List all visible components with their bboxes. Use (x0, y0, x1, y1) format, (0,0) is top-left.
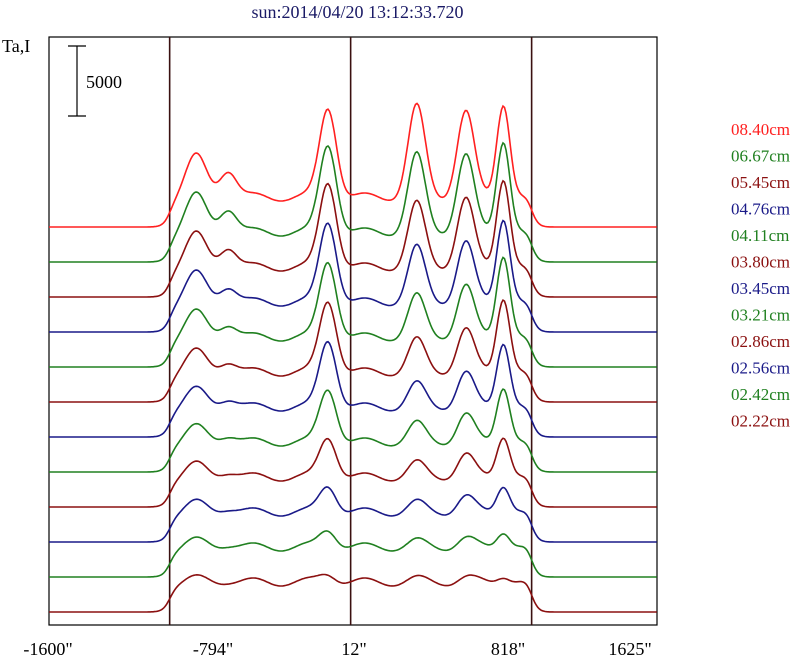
series-line-04.76cm (49, 219, 657, 333)
plot-frame (48, 36, 658, 626)
vertical-markers (168, 37, 533, 625)
legend-item: 02.56cm (731, 359, 790, 378)
legend-item: 05.45cm (731, 173, 790, 192)
chart-title-text: sun:2014/04/20 13:12:33.720 (251, 2, 464, 22)
scale-bar-label: 5000 (86, 72, 122, 92)
series-line-05.45cm (49, 179, 657, 298)
legend-item: 02.42cm (731, 385, 790, 404)
legend-item: 04.11cm (731, 226, 789, 245)
x-tick-label: 12" (341, 639, 366, 659)
legend-item: 03.80cm (731, 253, 790, 272)
series-line-02.86cm (49, 437, 657, 508)
series-line-04.11cm (49, 256, 657, 368)
x-tick-label: -1600" (23, 639, 72, 659)
legend-item: 02.86cm (731, 332, 790, 351)
legend-item: 03.21cm (731, 306, 790, 325)
x-tick-label: 818" (491, 639, 525, 659)
legend-item: 04.76cm (731, 200, 790, 219)
series-line-02.42cm (49, 530, 657, 578)
legend-item: 03.45cm (731, 279, 790, 298)
series-line-03.80cm (49, 298, 657, 403)
legend: 08.40cm 06.67cm 05.45cm 04.76cm 04.11cm 03.80… (731, 120, 790, 431)
series-line-02.56cm (49, 486, 657, 543)
series-line-03.45cm (49, 340, 657, 438)
series-line-06.67cm (49, 141, 657, 263)
legend-item: 06.67cm (731, 147, 790, 166)
chart-title: sun:2014/04/20 13:12:33.720 (0, 2, 807, 23)
x-tick-label: -794" (193, 639, 233, 659)
legend-item: 08.40cm (731, 120, 790, 139)
series-line-02.22cm (49, 573, 657, 613)
scale-bar: 5000 (68, 45, 122, 117)
x-tick-label: 1625" (608, 639, 651, 659)
x-tick-labels: -1600" -794" 12" 818" 1625" (23, 639, 651, 659)
series-line-08.40cm (49, 102, 657, 228)
series-line-03.21cm (49, 388, 657, 473)
legend-item: 02.22cm (731, 412, 790, 431)
y-axis-label: Ta,I (2, 36, 30, 56)
series-group (49, 102, 657, 613)
